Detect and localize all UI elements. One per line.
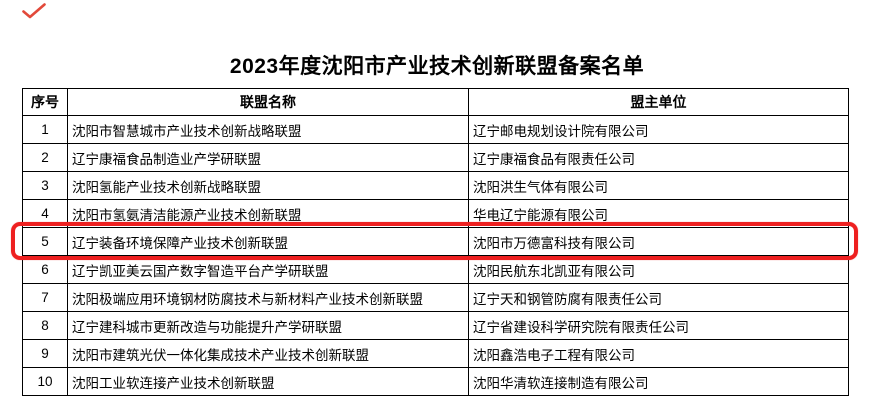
alliance-name-cell: 辽宁装备环境保障产业技术创新联盟	[67, 227, 469, 256]
row-no: 2	[22, 143, 68, 172]
table-row: 6 辽宁凯亚美云国产数字智造平台产学研联盟 沈阳民航东北凯亚有限公司	[22, 255, 849, 284]
alliance-name-cell: 沈阳氢能产业技术创新战略联盟	[67, 171, 469, 200]
row-no: 4	[22, 199, 68, 228]
column-header-no: 序号	[22, 88, 68, 116]
owner-unit-cell: 辽宁省建设科学研究院有限责任公司	[468, 311, 849, 340]
row-no: 10	[22, 367, 68, 396]
alliance-name-cell: 沈阳工业软连接产业技术创新联盟	[67, 367, 469, 396]
owner-unit-cell: 沈阳鑫浩电子工程有限公司	[468, 339, 849, 368]
row-no: 7	[22, 283, 68, 312]
owner-unit-cell: 辽宁邮电规划设计院有限公司	[468, 115, 849, 144]
alliance-name-cell: 辽宁康福食品制造业产学研联盟	[67, 143, 469, 172]
row-no: 1	[22, 115, 68, 144]
owner-unit-cell: 华电辽宁能源有限公司	[468, 199, 849, 228]
row-no: 5	[22, 227, 68, 256]
table-row: 9 沈阳市建筑光伏一体化集成技术产业技术创新联盟 沈阳鑫浩电子工程有限公司	[22, 339, 849, 368]
owner-unit-cell: 沈阳市万德富科技有限公司	[468, 227, 849, 256]
red-check-mark-icon	[22, 3, 46, 19]
table-row: 8 辽宁建科城市更新改造与功能提升产学研联盟 辽宁省建设科学研究院有限责任公司	[22, 311, 849, 340]
owner-unit-cell: 沈阳洪生气体有限公司	[468, 171, 849, 200]
table-body: 1 沈阳市智慧城市产业技术创新战略联盟 辽宁邮电规划设计院有限公司 2 辽宁康福食品制造…	[22, 115, 849, 396]
table-row: 3 沈阳氢能产业技术创新战略联盟 沈阳洪生气体有限公司	[22, 171, 849, 200]
owner-unit-cell: 辽宁天和钢管防腐有限责任公司	[468, 283, 849, 312]
table-row-highlighted: 5 辽宁装备环境保障产业技术创新联盟 沈阳市万德富科技有限公司	[22, 227, 849, 256]
table-row: 7 沈阳极端应用环境钢材防腐技术与新材料产业技术创新联盟 辽宁天和钢管防腐有限责任公…	[22, 283, 849, 312]
table-row: 2 辽宁康福食品制造业产学研联盟 辽宁康福食品有限责任公司	[22, 143, 849, 172]
alliance-table-wrap: 序号 联盟名称 盟主单位 1 沈阳市智慧城市产业技术创新战略联盟 辽宁邮电规划设计院…	[11, 88, 858, 396]
alliance-name-cell: 沈阳市氢氨清洁能源产业技术创新联盟	[67, 199, 469, 228]
alliance-name-cell: 沈阳市建筑光伏一体化集成技术产业技术创新联盟	[67, 339, 469, 368]
table-row: 10 沈阳工业软连接产业技术创新联盟 沈阳华清软连接制造有限公司	[22, 367, 849, 396]
page-title: 2023年度沈阳市产业技术创新联盟备案名单	[229, 55, 645, 78]
row-no: 6	[22, 255, 68, 284]
table-row: 4 沈阳市氢氨清洁能源产业技术创新联盟 华电辽宁能源有限公司	[22, 199, 849, 228]
row-no: 9	[22, 339, 68, 368]
alliance-name-cell: 沈阳极端应用环境钢材防腐技术与新材料产业技术创新联盟	[67, 283, 469, 312]
row-no: 3	[22, 171, 68, 200]
owner-unit-cell: 沈阳华清软连接制造有限公司	[468, 367, 849, 396]
owner-unit-cell: 沈阳民航东北凯亚有限公司	[468, 255, 849, 284]
column-header-alliance: 联盟名称	[67, 88, 469, 116]
owner-unit-cell: 辽宁康福食品有限责任公司	[468, 143, 849, 172]
alliance-name-cell: 辽宁凯亚美云国产数字智造平台产学研联盟	[67, 255, 469, 284]
alliance-table: 序号 联盟名称 盟主单位 1 沈阳市智慧城市产业技术创新战略联盟 辽宁邮电规划设计院…	[22, 88, 849, 396]
alliance-name-cell: 辽宁建科城市更新改造与功能提升产学研联盟	[67, 311, 469, 340]
table-row: 1 沈阳市智慧城市产业技术创新战略联盟 辽宁邮电规划设计院有限公司	[22, 115, 849, 144]
row-no: 8	[22, 311, 68, 340]
column-header-owner: 盟主单位	[468, 88, 849, 116]
alliance-name-cell: 沈阳市智慧城市产业技术创新战略联盟	[67, 115, 469, 144]
table-header-row: 序号 联盟名称 盟主单位	[22, 88, 849, 116]
red-check-stroke	[22, 3, 46, 19]
